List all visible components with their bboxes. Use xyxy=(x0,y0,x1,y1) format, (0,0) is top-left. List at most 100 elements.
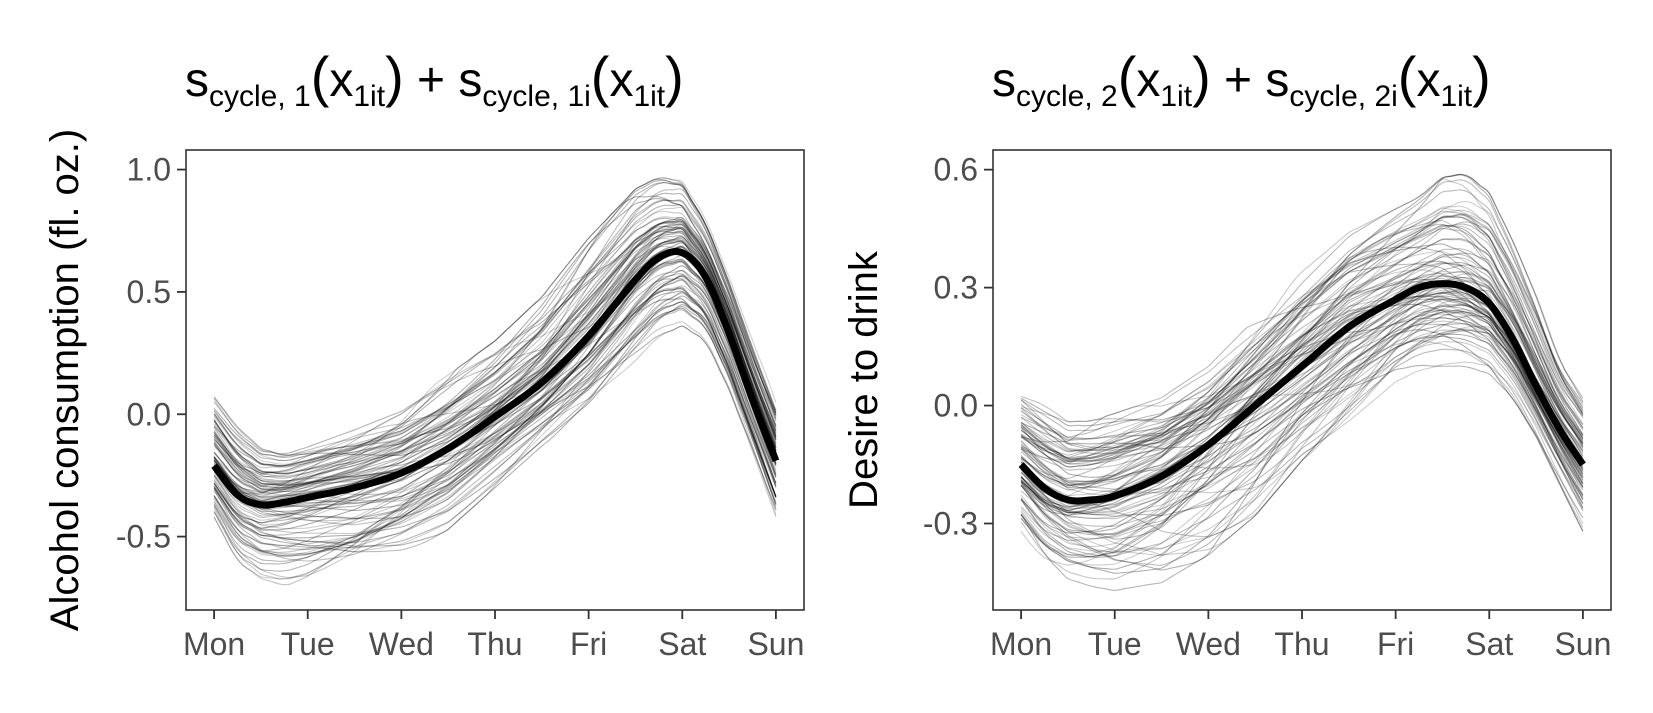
x-tick-label: Fri xyxy=(570,626,607,662)
individual-curve xyxy=(1020,323,1584,534)
individual-curve xyxy=(1020,315,1584,557)
individual-curve xyxy=(213,240,777,487)
individual-curve xyxy=(213,179,777,488)
individual-curve xyxy=(213,309,777,550)
individual-curve xyxy=(1020,223,1584,438)
individual-curve xyxy=(213,245,777,490)
individual-curve xyxy=(213,246,777,508)
individual-curve xyxy=(213,181,777,477)
individual-curve xyxy=(213,321,777,546)
individual-curve xyxy=(213,206,777,475)
individual-curve xyxy=(213,182,777,482)
individual-curve xyxy=(213,226,777,469)
individual-curve xyxy=(1020,329,1584,539)
individual-curve xyxy=(1020,280,1584,591)
individual-curve xyxy=(1020,256,1584,455)
individual-curve xyxy=(1020,173,1584,427)
individual-curve xyxy=(213,288,777,552)
individual-curve xyxy=(1020,200,1584,497)
individual-curve xyxy=(213,242,777,486)
individual-curve xyxy=(213,246,777,498)
individual-curve xyxy=(1020,238,1584,449)
individual-curve xyxy=(1020,214,1584,432)
individual-curve xyxy=(1020,309,1584,510)
individual-curve xyxy=(213,220,777,491)
individual-curve xyxy=(213,230,777,496)
individual-curve xyxy=(1020,205,1584,442)
mean-curve xyxy=(1018,280,1586,505)
individual-curve xyxy=(213,236,777,519)
x-tick-label: Thu xyxy=(1274,626,1329,662)
individual-curve xyxy=(213,217,777,455)
individual-curve xyxy=(1020,260,1584,493)
individual-curve xyxy=(213,237,777,492)
individual-curve xyxy=(213,301,777,537)
individual-curve xyxy=(1020,288,1584,491)
chart-panel-2: -0.3 0.0 0.3 0.6 Mon Tue Wed Thu Fri Sat Sun Desire… xyxy=(842,45,1612,662)
individual-curve xyxy=(213,239,777,506)
x-tick-label: Tue xyxy=(1088,626,1142,662)
mean-curve xyxy=(211,248,780,509)
individual-curve xyxy=(213,279,777,502)
individual-curve xyxy=(1020,308,1584,566)
individual-curve xyxy=(1020,329,1584,574)
individual-curve xyxy=(213,237,777,487)
individual-curve xyxy=(213,199,777,467)
y-tick-label: 1.0 xyxy=(127,152,171,188)
individual-curve xyxy=(213,241,777,461)
individual-curve xyxy=(1020,189,1584,462)
individual-curve xyxy=(213,177,777,478)
individual-curve xyxy=(213,210,777,474)
individual-curve xyxy=(213,286,777,535)
individual-curve xyxy=(1020,227,1584,460)
individual-curve xyxy=(213,222,777,465)
individual-curve xyxy=(213,222,777,484)
x-tick-label: Sun xyxy=(747,626,804,662)
individual-curve xyxy=(213,224,777,504)
x-tick-label: Thu xyxy=(467,626,522,662)
individual-curve xyxy=(213,219,777,479)
individual-curve xyxy=(1020,311,1584,538)
individual-curve xyxy=(1020,317,1584,512)
individual-curve xyxy=(1020,179,1584,451)
individual-curve xyxy=(1020,248,1584,483)
individual-curve xyxy=(1020,295,1584,489)
individual-curve xyxy=(1020,209,1584,461)
x-tick-label: Mon xyxy=(990,626,1052,662)
individual-curve xyxy=(213,227,777,475)
individual-curve xyxy=(213,304,777,539)
individual-curve xyxy=(1020,295,1584,487)
individual-curve xyxy=(1020,335,1584,570)
individual-curve xyxy=(213,285,777,580)
individual-curve xyxy=(1020,333,1584,516)
individual-curve xyxy=(213,291,777,562)
individual-curve xyxy=(213,240,777,468)
individual-curve xyxy=(1020,224,1584,438)
individual-curve xyxy=(1020,174,1584,440)
individual-curve xyxy=(213,297,777,580)
individual-curve xyxy=(213,269,777,529)
individual-curve xyxy=(1020,264,1584,468)
y-tick-label: 0.5 xyxy=(127,274,171,310)
y-tick-label: -0.3 xyxy=(923,506,978,542)
individual-curve xyxy=(213,260,777,565)
y-tick-label: 0.6 xyxy=(934,152,978,188)
individual-curve xyxy=(213,278,777,519)
individual-curve xyxy=(1020,361,1584,554)
x-tick-label: Sun xyxy=(1554,626,1611,662)
individual-curve xyxy=(213,292,777,555)
x-tick-label: Sat xyxy=(1465,626,1513,662)
individual-curve xyxy=(1020,295,1584,517)
y-tick-label: 0.3 xyxy=(934,270,978,306)
individual-curve xyxy=(1020,297,1584,485)
individual-curve xyxy=(213,269,777,495)
individual-curve xyxy=(1020,281,1584,491)
individual-curve xyxy=(213,198,777,458)
individual-curve xyxy=(1020,250,1584,507)
individual-curve xyxy=(213,275,777,586)
individual-curve xyxy=(213,274,777,553)
individual-curve xyxy=(213,225,777,498)
individual-curve xyxy=(213,307,777,562)
individual-curves xyxy=(1020,173,1584,591)
